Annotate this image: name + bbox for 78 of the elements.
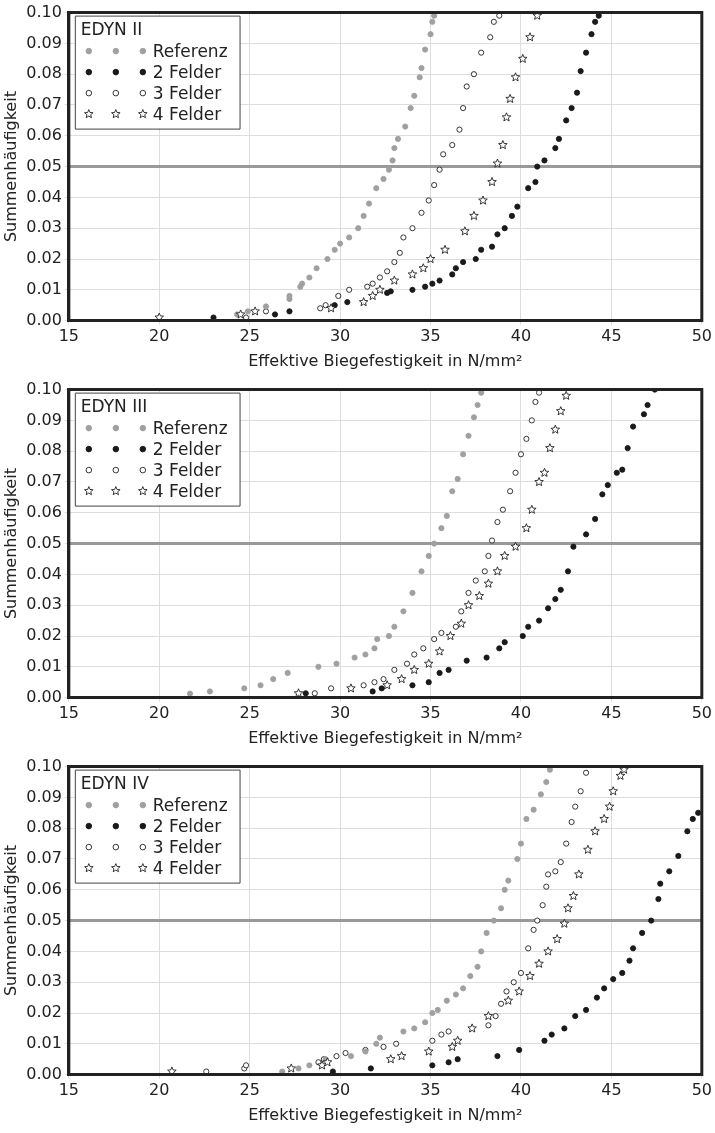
y-tick-label: 0.05 (26, 532, 62, 552)
x-tick-label: 50 (691, 1080, 712, 1100)
x-tick-label: 40 (510, 326, 532, 346)
y-axis-title: Summenhäufigkeit (0, 845, 20, 997)
y-tick-label: 0.10 (26, 378, 62, 398)
legend-label: 3 Felder (152, 459, 222, 480)
x-tick-label: 20 (149, 326, 170, 346)
y-tick-label: 0.08 (26, 817, 62, 837)
x-tick-label: 20 (149, 1080, 170, 1100)
x-axis-title: Effektive Biegefestigkeit in N/mm² (248, 727, 523, 747)
y-tick-label: 0.00 (26, 686, 62, 706)
x-tick-label: 50 (691, 703, 712, 723)
legend-label: 4 Felder (152, 103, 222, 124)
y-tick-label: 0.09 (26, 786, 62, 806)
x-tick-label: 30 (329, 1080, 351, 1100)
y-tick-label: 0.02 (26, 625, 62, 645)
legend-label: Referenz (152, 40, 228, 61)
legend-label: 2 Felder (152, 438, 222, 459)
x-tick-label: 25 (239, 326, 260, 346)
x-tick-label: 45 (601, 326, 622, 346)
y-tick-label: 0.01 (26, 1032, 62, 1052)
y-tick-label: 0.10 (26, 755, 62, 775)
x-tick-label: 30 (329, 703, 351, 723)
legend-label: 4 Felder (152, 480, 222, 501)
x-tick-label: 15 (58, 703, 79, 723)
y-tick-label: 0.03 (26, 594, 62, 614)
y-tick-label: 0.00 (26, 309, 62, 329)
x-tick-label: 45 (601, 1080, 622, 1100)
legend-label: 2 Felder (152, 815, 222, 836)
y-tick-label: 0.06 (26, 501, 62, 521)
y-tick-label: 0.09 (26, 409, 62, 429)
y-tick-label: 0.09 (26, 32, 62, 52)
y-tick-label: 0.07 (26, 471, 62, 491)
legend-label: 3 Felder (152, 82, 222, 103)
y-tick-label: 0.07 (26, 848, 62, 868)
legend-title: EDYN IV (80, 772, 150, 793)
y-tick-label: 0.04 (26, 186, 62, 206)
x-axis-title: Effektive Biegefestigkeit in N/mm² (248, 1104, 523, 1124)
x-tick-label: 15 (58, 326, 79, 346)
x-tick-label: 35 (420, 1080, 441, 1100)
legend-title: EDYN II (80, 18, 143, 39)
legend-label: Referenz (152, 417, 228, 438)
x-tick-label: 50 (691, 326, 712, 346)
x-tick-label: 25 (239, 703, 260, 723)
y-tick-label: 0.06 (26, 878, 62, 898)
y-tick-label: 0.05 (26, 155, 62, 175)
x-tick-label: 35 (420, 703, 441, 723)
y-tick-label: 0.08 (26, 440, 62, 460)
y-tick-label: 0.05 (26, 909, 62, 929)
x-tick-label: 40 (510, 1080, 532, 1100)
legend-label: 3 Felder (152, 836, 222, 857)
x-tick-label: 35 (420, 326, 441, 346)
y-tick-label: 0.03 (26, 217, 62, 237)
x-axis-title: Effektive Biegefestigkeit in N/mm² (248, 350, 523, 370)
x-tick-label: 30 (329, 326, 351, 346)
x-tick-label: 15 (58, 1080, 79, 1100)
x-tick-label: 45 (601, 703, 622, 723)
y-tick-label: 0.01 (26, 655, 62, 675)
y-tick-label: 0.06 (26, 124, 62, 144)
x-tick-label: 20 (149, 703, 170, 723)
y-tick-label: 0.10 (26, 1, 62, 21)
y-axis-title: Summenhäufigkeit (0, 91, 20, 243)
x-tick-label: 40 (510, 703, 532, 723)
y-tick-label: 0.03 (26, 971, 62, 991)
y-tick-label: 0.02 (26, 1002, 62, 1022)
y-tick-label: 0.04 (26, 940, 62, 960)
legend-label: 4 Felder (152, 857, 222, 878)
y-axis-title: Summenhäufigkeit (0, 468, 20, 620)
y-tick-label: 0.04 (26, 563, 62, 583)
y-tick-label: 0.01 (26, 278, 62, 298)
y-tick-label: 0.07 (26, 94, 62, 114)
legend-label: 2 Felder (152, 61, 222, 82)
y-tick-label: 0.08 (26, 63, 62, 83)
y-tick-label: 0.02 (26, 248, 62, 268)
x-tick-label: 25 (239, 1080, 260, 1100)
y-tick-label: 0.00 (26, 1063, 62, 1083)
legend-label: Referenz (152, 794, 228, 815)
legend-title: EDYN III (80, 395, 148, 416)
